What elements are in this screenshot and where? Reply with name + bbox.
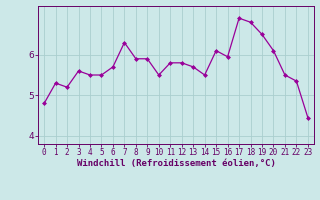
X-axis label: Windchill (Refroidissement éolien,°C): Windchill (Refroidissement éolien,°C) [76,159,276,168]
